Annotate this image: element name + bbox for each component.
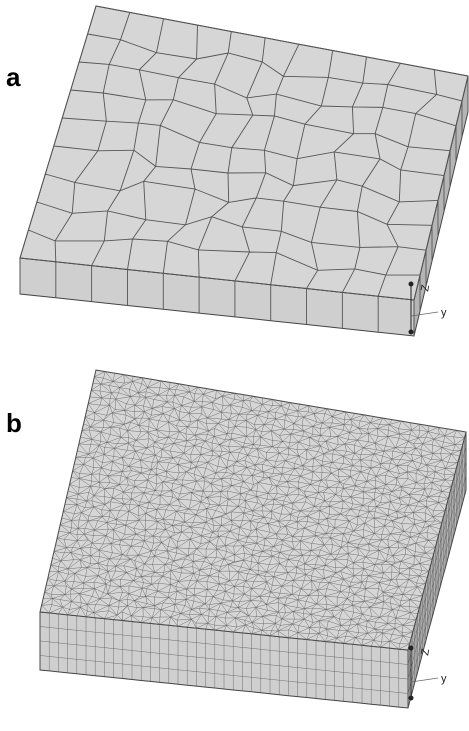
panel-a [20, 6, 468, 336]
axis-dot [409, 646, 414, 651]
axis-label: y [441, 307, 447, 319]
panel-b [40, 370, 466, 708]
panel-label: b [6, 408, 22, 438]
axis-label: Z [419, 648, 432, 657]
slab-top [20, 6, 468, 300]
axis-label: y [441, 673, 447, 685]
figure: a b Z y Z y [0, 0, 469, 726]
axis-label: Z [419, 284, 432, 293]
axis-dot [409, 696, 414, 701]
axis-dot [409, 282, 414, 287]
panel-label: a [6, 62, 21, 92]
axis-dot [409, 330, 414, 335]
